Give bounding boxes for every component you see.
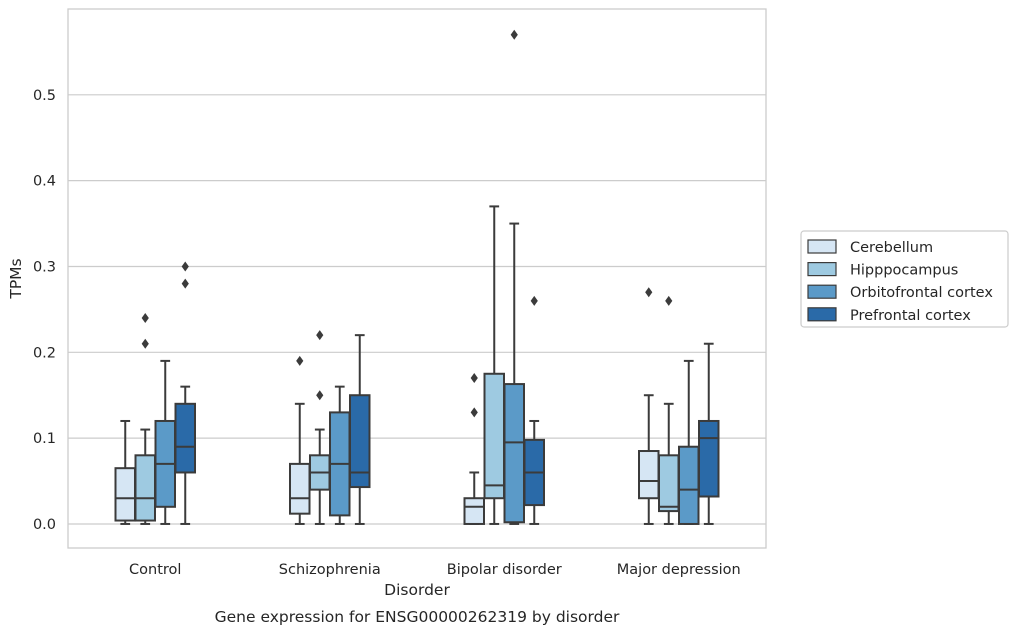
box-iqr xyxy=(289,462,311,515)
x-tick-label: Schizophrenia xyxy=(279,562,381,578)
y-axis-ticks: 0.0 0.1 0.2 0.3 0.4 0.5 xyxy=(33,88,56,533)
legend-swatch xyxy=(807,284,837,299)
outlier-point xyxy=(181,261,189,272)
plot-area-frame xyxy=(67,8,767,549)
box-cerebellum xyxy=(463,373,485,525)
x-tick-label: Major depression xyxy=(617,562,741,578)
legend-label: Cerebellum xyxy=(850,240,933,256)
legend-label: Hipppocampus xyxy=(850,263,958,279)
legend-label: Orbitofrontal cortex xyxy=(850,285,993,301)
outlier-point xyxy=(645,287,653,298)
y-axis-title: TPMs xyxy=(7,258,25,299)
box-hipppocampus xyxy=(483,205,505,525)
box-iqr xyxy=(658,454,680,513)
legend-swatch xyxy=(807,239,837,254)
outlier-point xyxy=(510,29,518,40)
box-iqr xyxy=(114,467,136,522)
box-iqr xyxy=(503,383,525,524)
box-hipppocampus xyxy=(309,330,331,525)
box-prefrontal-cortex xyxy=(523,295,545,525)
legend: Cerebellum Hipppocampus Orbitofrontal cort… xyxy=(800,230,1009,328)
legend-swatch xyxy=(807,307,837,322)
box-cerebellum xyxy=(638,287,660,525)
outlier-point xyxy=(141,312,149,323)
outlier-point xyxy=(470,407,478,418)
box-orbitofrontal-cortex xyxy=(678,359,700,525)
legend-label: Prefrontal cortex xyxy=(850,308,971,324)
y-tick-label: 0.2 xyxy=(33,345,56,361)
y-tick-label: 0.5 xyxy=(33,88,56,104)
y-tick-label: 0.0 xyxy=(33,517,56,533)
box-prefrontal-cortex xyxy=(349,334,371,525)
box-iqr xyxy=(678,445,700,525)
y-tick-label: 0.1 xyxy=(33,431,56,447)
x-tick-label: Bipolar disorder xyxy=(447,562,562,578)
box-iqr xyxy=(174,402,196,474)
box-cerebellum xyxy=(114,419,136,525)
y-tick-label: 0.3 xyxy=(33,259,56,275)
outlier-point xyxy=(316,390,324,401)
x-tick-label: Control xyxy=(129,562,181,578)
y-tick-label: 0.4 xyxy=(33,174,56,190)
outlier-point xyxy=(316,330,324,341)
box-iqr xyxy=(638,450,660,500)
box-iqr xyxy=(483,372,505,500)
outlier-point xyxy=(181,278,189,289)
outlier-point xyxy=(296,355,304,366)
box-iqr xyxy=(463,497,485,525)
x-axis-ticks: Control Schizophrenia Bipolar disorder Majo… xyxy=(129,562,741,578)
box-iqr xyxy=(698,419,720,498)
box-series xyxy=(114,29,720,525)
outlier-point xyxy=(665,295,673,306)
box-iqr xyxy=(349,394,371,489)
box-orbitofrontal-cortex xyxy=(503,29,525,525)
outlier-point xyxy=(470,373,478,384)
outlier-point xyxy=(141,338,149,349)
legend-frame xyxy=(800,230,1009,328)
x-axis-title: Disorder xyxy=(384,581,450,599)
box-prefrontal-cortex xyxy=(174,261,196,525)
legend-swatch xyxy=(807,262,837,277)
box-prefrontal-cortex xyxy=(698,342,720,525)
box-iqr xyxy=(134,454,156,522)
outlier-point xyxy=(530,295,538,306)
chart-caption: Gene expression for ENSG00000262319 by d… xyxy=(215,608,620,626)
box-orbitofrontal-cortex xyxy=(154,359,176,525)
box-hipppocampus xyxy=(658,295,680,525)
